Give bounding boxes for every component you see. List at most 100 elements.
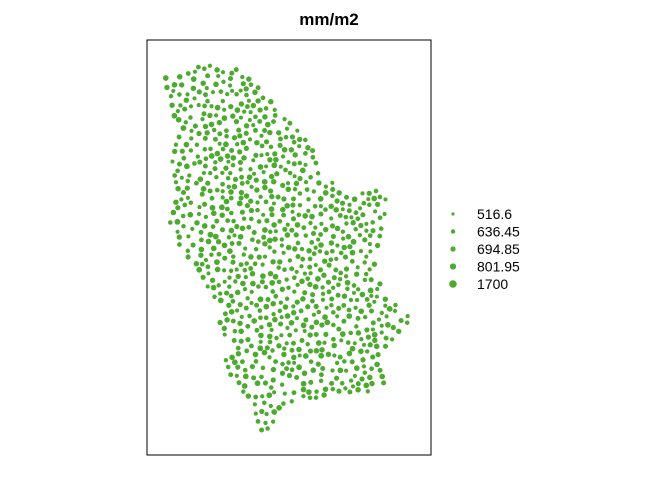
station-point [214,104,221,111]
station-point [238,328,244,335]
station-point [241,389,246,394]
station-point [349,249,356,256]
station-point [287,332,293,338]
station-point [173,180,179,185]
station-point [355,216,361,222]
station-point [187,211,194,218]
station-point [288,147,295,153]
station-point [353,210,359,216]
station-point [207,112,213,119]
station-point [260,273,266,279]
station-point [212,294,217,300]
station-point [329,302,334,308]
station-point [404,320,410,325]
station-point [232,328,238,334]
station-point [257,164,264,170]
station-point [207,231,214,238]
station-point [353,365,360,371]
station-point [224,206,230,212]
station-point [287,120,293,126]
station-point [263,106,269,111]
station-point [225,364,231,370]
station-point [393,302,398,308]
station-point [306,197,311,202]
station-point [311,189,316,194]
station-point [302,271,307,276]
station-point [343,386,348,391]
station-point [341,318,347,324]
station-point [236,200,243,207]
station-point [289,347,295,353]
station-point [364,254,369,259]
station-point [359,376,365,382]
station-point [348,330,354,336]
station-point [235,351,242,357]
station-point [379,323,384,328]
station-point [213,113,219,118]
station-point [253,114,258,120]
station-point [229,70,235,76]
station-point [280,361,285,367]
station-point [259,408,265,415]
station-point [272,249,277,254]
station-point [228,189,234,195]
station-point [337,276,343,282]
station-point [369,366,374,372]
station-point [344,194,349,200]
station-point [184,185,190,191]
station-point [299,278,305,285]
station-point [229,210,234,216]
station-point [282,226,288,232]
station-point [368,277,374,283]
station-point [230,259,236,265]
station-point [287,170,293,176]
station-point [262,254,268,259]
station-point [367,233,373,238]
station-point [348,297,354,303]
station-point [330,310,336,315]
station-point [358,348,364,355]
station-point [228,268,234,274]
station-point [194,142,200,148]
station-point [337,367,344,374]
station-point [346,307,352,313]
station-point [185,254,191,260]
station-point [229,354,235,361]
station-point [197,159,203,165]
station-point [209,204,216,211]
station-point [362,277,368,283]
station-point [214,218,220,224]
station-point [204,86,209,91]
station-point [300,296,306,302]
station-point [300,322,307,329]
station-point [363,382,370,389]
station-point [253,127,258,133]
station-point [262,241,268,247]
station-point [313,395,319,400]
station-point [264,218,270,224]
station-point [360,191,365,196]
station-point [382,343,389,349]
station-point [172,173,178,178]
station-point [331,336,336,342]
station-point [373,209,378,214]
station-point [310,292,316,298]
station-point [290,202,296,208]
station-point [334,256,339,262]
station-point [295,128,300,133]
station-point [273,156,279,163]
station-point [176,134,182,140]
station-point [231,135,238,141]
station-point [297,353,302,358]
station-point [273,359,279,365]
station-point [344,221,349,226]
station-point [282,304,289,310]
station-point [270,300,276,307]
station-point [262,128,268,133]
station-point [200,186,207,192]
station-point [223,141,229,148]
station-point [330,368,335,373]
station-point [374,294,379,299]
station-point [216,73,221,79]
station-point [303,162,308,167]
